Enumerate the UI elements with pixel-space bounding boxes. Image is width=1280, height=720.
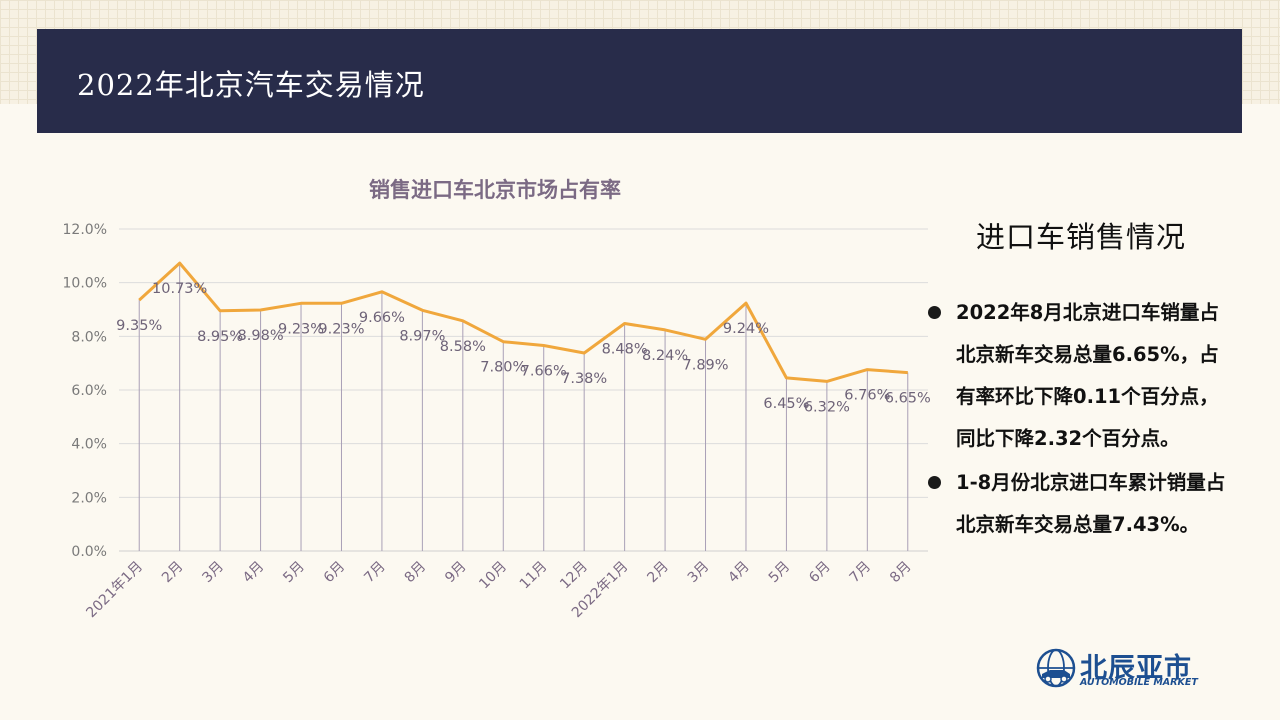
x-tick-label: 2月 — [159, 559, 187, 587]
series-line — [138, 261, 908, 383]
side-heading: 进口车销售情况 — [976, 220, 1187, 254]
data-label: 8.58% — [440, 339, 486, 355]
bullet-list: 2022年8月北京进口车销量占北京新车交易总量6.65%，占有率环比下降0.11… — [928, 292, 1228, 546]
x-tick-label: 12月 — [557, 559, 591, 593]
y-tick-label: 4.0% — [71, 437, 107, 453]
data-label: 7.89% — [682, 357, 728, 373]
data-label: 8.48% — [602, 341, 648, 357]
data-label: 6.76% — [844, 388, 890, 404]
data-label: 9.24% — [723, 321, 769, 337]
x-tick-label: 11月 — [517, 559, 551, 593]
data-label: 7.38% — [561, 371, 607, 387]
x-tick-label: 5月 — [280, 559, 308, 587]
x-tick-label: 2021年1月 — [83, 559, 146, 622]
x-tick-label: 7月 — [361, 559, 389, 587]
bullet-text: 2022年8月北京进口车销量占北京新车交易总量6.65%，占有率环比下降0.11… — [956, 301, 1219, 450]
x-tick-label: 3月 — [685, 559, 713, 587]
data-label: 6.45% — [763, 396, 809, 412]
x-tick-label: 6月 — [321, 559, 349, 587]
x-tick-label: 2月 — [644, 559, 672, 587]
data-label: 8.98% — [238, 328, 284, 344]
x-tick-label: 8月 — [402, 559, 430, 587]
x-tick-label: 3月 — [199, 559, 227, 587]
data-label: 9.23% — [278, 321, 324, 337]
chart-title: 销售进口车北京市场占有率 — [369, 178, 621, 202]
data-label: 9.35% — [116, 318, 162, 334]
bullet-dot-icon — [928, 476, 941, 489]
x-tick-label: 7月 — [847, 559, 875, 587]
header-banner: 2022年北京汽车交易情况 — [37, 29, 1242, 133]
data-label: 6.65% — [885, 391, 931, 407]
line-chart: 0.0% 2.0% 4.0% 6.0% 8.0% 10.0% 12.0% 2021年1月 2月… — [63, 222, 931, 622]
data-label: 7.66% — [521, 363, 567, 379]
data-label: 8.95% — [197, 329, 243, 345]
y-tick-label: 10.0% — [63, 276, 107, 292]
y-tick-label: 12.0% — [63, 222, 107, 238]
logo-name-en: AUTOMOBILE MARKET — [1080, 677, 1198, 688]
x-tick-label: 9月 — [442, 559, 470, 587]
x-tick-label: 6月 — [806, 559, 834, 587]
x-tick-label: 10月 — [476, 559, 510, 593]
globe-car-logo-icon — [1036, 648, 1076, 688]
logo-name-cn: 北辰亚市 — [1080, 653, 1192, 684]
data-label: 10.73% — [152, 281, 207, 297]
y-tick-label: 6.0% — [71, 383, 107, 399]
bullet-dot-icon — [928, 306, 941, 319]
data-label: 9.23% — [318, 321, 364, 337]
company-logo: 北辰亚市 AUTOMOBILE MARKET — [1036, 646, 1211, 692]
bullet-text: 1-8月份北京进口车累计销量占北京新车交易总量7.43%。 — [956, 471, 1226, 536]
bullet-item: 2022年8月北京进口车销量占北京新车交易总量6.65%，占有率环比下降0.11… — [928, 292, 1228, 460]
y-tick-label: 0.0% — [71, 544, 107, 560]
data-label: 6.32% — [804, 399, 850, 415]
data-label: 8.24% — [642, 348, 688, 364]
data-label: 7.80% — [480, 360, 526, 376]
x-tick-label: 4月 — [240, 559, 268, 587]
x-tick-label: 5月 — [766, 559, 794, 587]
x-tick-label: 4月 — [725, 559, 753, 587]
data-label: 8.97% — [399, 328, 445, 344]
bullet-item: 1-8月份北京进口车累计销量占北京新车交易总量7.43%。 — [928, 462, 1228, 546]
page-title: 2022年北京汽车交易情况 — [77, 68, 425, 102]
y-tick-label: 2.0% — [71, 490, 107, 506]
x-tick-label: 8月 — [887, 559, 915, 587]
y-tick-label: 8.0% — [71, 329, 107, 345]
data-label: 9.66% — [359, 310, 405, 326]
